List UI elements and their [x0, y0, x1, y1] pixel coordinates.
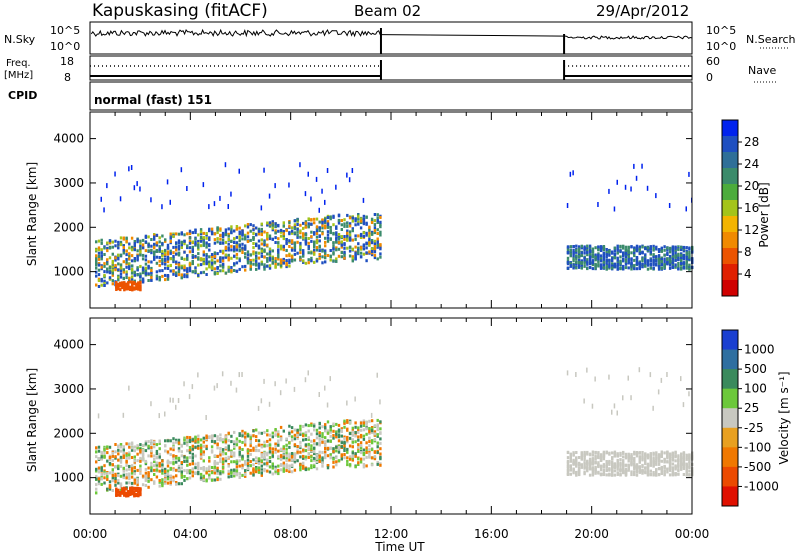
- colorbar-swatch: [722, 369, 738, 390]
- nsky-trace: [90, 28, 692, 40]
- site-title: Kapuskasing (fitACF): [92, 1, 268, 21]
- cpid-value: normal (fast) 151: [94, 93, 212, 107]
- colorbar-swatch: [722, 330, 738, 351]
- colorbar-tick-label: 12: [744, 223, 759, 237]
- nsky-label: N.Sky: [4, 33, 36, 46]
- y-tick-label: 1000: [53, 265, 84, 279]
- colorbar-tick-label: 4: [744, 267, 752, 281]
- y-tick-label: 3000: [53, 382, 84, 396]
- nsearch-label: N.Search: [746, 33, 796, 46]
- colorbar-tick-label: 28: [744, 135, 759, 149]
- cpid-label: CPID: [8, 89, 37, 102]
- freq-label-line2: [MHz]: [4, 70, 33, 81]
- x-tick-label: 08:00: [273, 527, 308, 541]
- colorbar-swatch: [722, 447, 738, 468]
- colorbar-swatch: [722, 280, 738, 297]
- colorbar-frame: [721, 329, 739, 507]
- colorbar-tick-label: -25: [744, 421, 764, 435]
- colorbar-tick-label: 100: [744, 382, 767, 396]
- colorbar-swatch: [722, 388, 738, 409]
- x-tick-label: 00:00: [73, 527, 108, 541]
- velocity-ylabel: Slant Range [km]: [25, 368, 39, 472]
- y-tick-label: 2000: [53, 426, 84, 440]
- colorbar-swatch: [722, 216, 738, 233]
- power-colorbar: 28 24 20 16 12 8 4: [721, 119, 759, 297]
- power-colorbar-label: Power [dB]: [757, 182, 771, 247]
- power-panel: 1000 2000 3000 4000 Slant Range [km]: [25, 111, 694, 309]
- date-label: 29/Apr/2012: [596, 2, 689, 20]
- y-tick-label: 2000: [53, 220, 84, 234]
- freq-tick-top: 18: [60, 55, 74, 68]
- colorbar-tick-label: 1000: [744, 343, 775, 357]
- colorbar-swatch: [722, 184, 738, 201]
- nsky-panel: N.Sky 10^5 10^0 10^5 10^0 N.Search: [4, 21, 796, 55]
- freq-panel: Freq. [MHz] 18 8 60 0 Nave: [4, 55, 778, 84]
- y-tick-label: 1000: [53, 471, 84, 485]
- colorbar-tick-label: -100: [744, 440, 771, 454]
- velocity-panel: 1000 2000 3000 4000 Slant Range [km] 00:00 0…: [25, 317, 710, 554]
- colorbar-swatch: [722, 248, 738, 265]
- colorbar-tick-label: -1000: [744, 479, 779, 493]
- nsky-tick-bottom: 10^0: [50, 40, 80, 53]
- x-tick-label: 16:00: [474, 527, 509, 541]
- freq-tick-bottom: 8: [64, 71, 71, 84]
- y-tick-label: 4000: [53, 132, 84, 146]
- cpid-panel: CPID normal (fast) 151: [8, 81, 693, 111]
- x-tick-label: 12:00: [374, 527, 409, 541]
- colorbar-swatch: [722, 486, 738, 507]
- colorbar-swatch: [722, 168, 738, 185]
- x-tick-label: 00:00: [675, 527, 710, 541]
- colorbar-tick-label: 20: [744, 179, 759, 193]
- colorbar-tick-label: 24: [744, 157, 759, 171]
- colorbar-tick-label: 16: [744, 201, 759, 215]
- colorbar-tick-label: 8: [744, 245, 752, 259]
- x-axis-label: Time UT: [374, 540, 425, 554]
- x-tick-label: 20:00: [574, 527, 609, 541]
- colorbar-tick-label: 25: [744, 401, 759, 415]
- colorbar-swatch: [722, 264, 738, 281]
- colorbar-swatch: [722, 466, 738, 487]
- colorbar-swatch: [722, 200, 738, 217]
- velocity-colorbar: 1000 500 100 25 -25 -100 -500 -1000: [721, 329, 779, 507]
- nave-tick-bottom: 0: [706, 71, 713, 84]
- y-tick-label: 4000: [53, 338, 84, 352]
- power-ylabel: Slant Range [km]: [25, 162, 39, 266]
- colorbar-tick-label: -500: [744, 460, 771, 474]
- colorbar-swatch: [722, 232, 738, 249]
- power-data-region: [95, 162, 694, 292]
- colorbar-swatch: [722, 427, 738, 448]
- velocity-data-region: [95, 367, 694, 498]
- x-tick-label: 04:00: [173, 527, 208, 541]
- beam-label: Beam 02: [354, 2, 421, 20]
- velocity-colorbar-label: Velocity [m s⁻¹]: [777, 371, 791, 464]
- nsearch-tick-bottom: 10^0: [706, 40, 736, 53]
- colorbar-swatch: [722, 349, 738, 370]
- nave-tick-top: 60: [706, 55, 720, 68]
- nave-label: Nave: [748, 64, 776, 77]
- colorbar-swatch: [722, 152, 738, 169]
- colorbar-swatch: [722, 120, 738, 137]
- y-tick-label: 3000: [53, 176, 84, 190]
- freq-label-line1: Freq.: [6, 58, 31, 69]
- colorbar-swatch: [722, 136, 738, 153]
- nsearch-tick-top: 10^5: [706, 24, 736, 37]
- nsky-tick-top: 10^5: [50, 24, 80, 37]
- colorbar-swatch: [722, 408, 738, 429]
- colorbar-tick-label: 500: [744, 362, 767, 376]
